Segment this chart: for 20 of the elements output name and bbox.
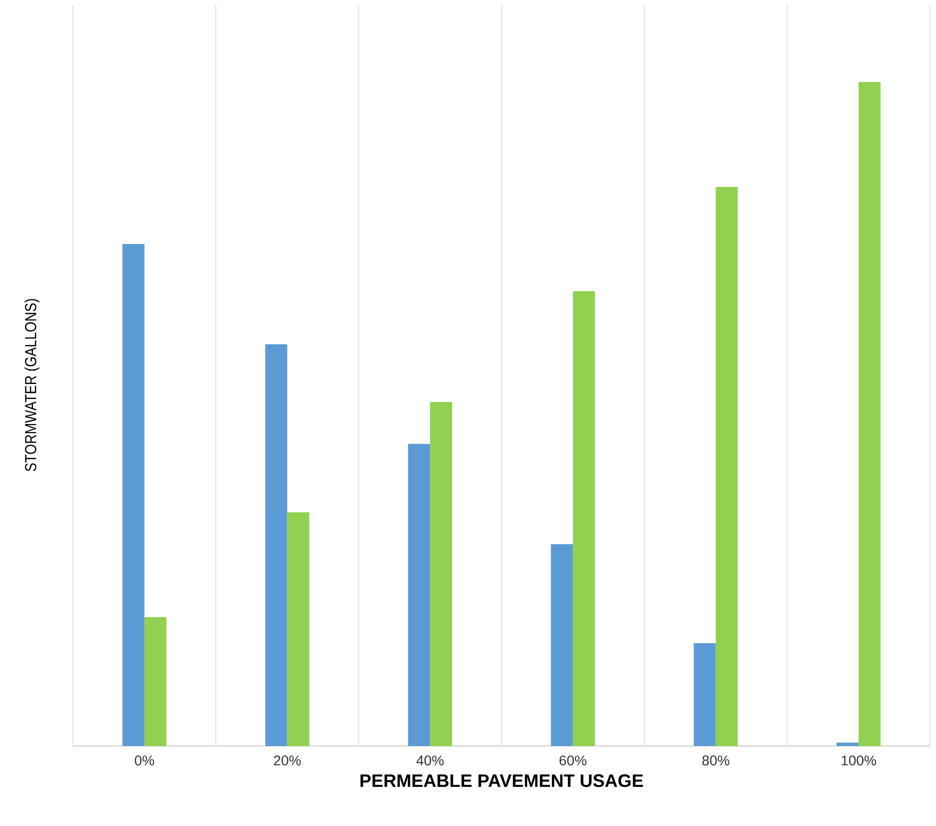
- x-tick-label: 100%: [842, 756, 876, 766]
- x-tick-label: 0%: [134, 756, 154, 766]
- bar: [694, 643, 716, 746]
- bar: [836, 742, 859, 746]
- bar: [287, 512, 310, 746]
- y-axis-title: STORMWATER (GALLONS): [24, 299, 40, 472]
- bar: [144, 617, 166, 746]
- bar: [858, 82, 881, 746]
- bar: [572, 291, 595, 746]
- x-tick-label: 60%: [560, 756, 586, 766]
- x-tick-label: 20%: [274, 756, 301, 766]
- bar: [716, 186, 738, 746]
- bar: [430, 402, 452, 746]
- x-axis-title: PERMEABLE PAVEMENT USAGE: [360, 774, 643, 788]
- bar: [408, 444, 430, 746]
- x-tick-label: 40%: [416, 756, 444, 766]
- bar: [265, 344, 288, 746]
- bar: [122, 244, 144, 746]
- bar: [550, 544, 573, 746]
- x-tick-label: 80%: [702, 756, 730, 766]
